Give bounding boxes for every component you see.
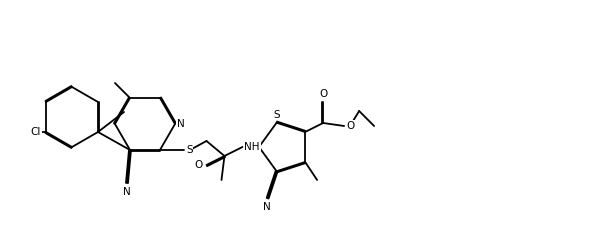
Text: NH: NH [244, 142, 260, 152]
Text: S: S [273, 110, 280, 120]
Text: Cl: Cl [31, 127, 41, 137]
Text: N: N [123, 187, 131, 197]
Text: S: S [186, 145, 193, 155]
Text: O: O [346, 121, 355, 131]
Text: N: N [177, 119, 185, 129]
Text: O: O [194, 160, 203, 170]
Text: O: O [319, 89, 327, 99]
Text: N: N [263, 202, 270, 212]
